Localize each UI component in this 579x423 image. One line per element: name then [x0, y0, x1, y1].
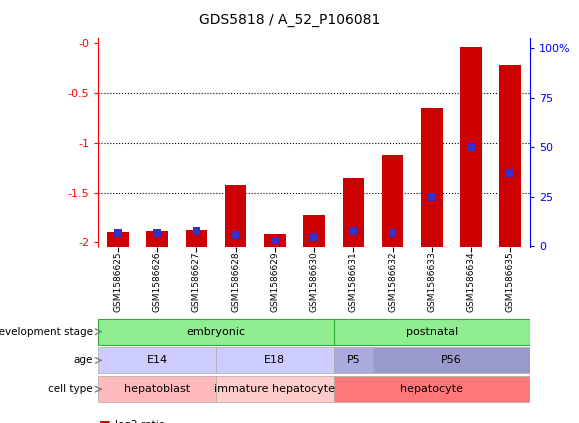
Text: GSM1586632: GSM1586632	[388, 251, 397, 312]
Text: development stage: development stage	[0, 327, 93, 337]
Bar	[98, 376, 216, 402]
Bar	[153, 228, 161, 236]
Text: age: age	[74, 355, 93, 365]
Text: postnatal: postnatal	[406, 327, 458, 337]
Bar	[98, 347, 216, 374]
Text: P56: P56	[441, 355, 461, 365]
Bar	[186, 230, 207, 247]
Text: log2 ratio: log2 ratio	[115, 420, 165, 423]
Bar	[460, 47, 482, 247]
Bar	[225, 184, 247, 247]
Bar	[264, 234, 285, 247]
Bar	[373, 347, 530, 374]
Bar	[114, 228, 122, 236]
Bar	[146, 231, 168, 247]
Text: GSM1586625: GSM1586625	[113, 251, 123, 312]
Text: E14: E14	[146, 355, 168, 365]
Text: hepatocyte: hepatocyte	[400, 384, 463, 394]
Bar	[98, 319, 334, 345]
Bar	[467, 143, 475, 151]
Bar	[271, 236, 278, 244]
Bar	[232, 231, 240, 239]
Text: ■: ■	[98, 418, 110, 423]
Bar	[216, 376, 334, 402]
Text: GSM1586627: GSM1586627	[192, 251, 201, 312]
Bar	[343, 178, 364, 247]
Text: GSM1586630: GSM1586630	[310, 251, 318, 312]
Text: immature hepatocyte: immature hepatocyte	[214, 384, 335, 394]
Text: GSM1586635: GSM1586635	[505, 251, 515, 312]
Text: GSM1586631: GSM1586631	[349, 251, 358, 312]
Text: GDS5818 / A_52_P106081: GDS5818 / A_52_P106081	[199, 13, 380, 27]
Bar	[334, 376, 530, 402]
Text: GSM1586626: GSM1586626	[153, 251, 162, 312]
Text: GSM1586633: GSM1586633	[427, 251, 436, 312]
Bar	[382, 155, 404, 247]
Text: E18: E18	[265, 355, 285, 365]
Bar	[421, 108, 442, 247]
Text: GSM1586634: GSM1586634	[467, 251, 475, 312]
Text: cell type: cell type	[48, 384, 93, 394]
Bar	[334, 347, 373, 374]
Bar	[303, 214, 325, 247]
Bar	[310, 233, 318, 241]
Text: hepatoblast: hepatoblast	[124, 384, 190, 394]
Text: GSM1586629: GSM1586629	[270, 251, 280, 312]
Bar	[193, 227, 200, 235]
Bar	[389, 228, 396, 236]
Bar	[334, 319, 530, 345]
Bar	[500, 65, 521, 247]
Bar	[350, 227, 357, 235]
Text: P5: P5	[346, 355, 360, 365]
Bar	[428, 193, 435, 201]
Text: GSM1586628: GSM1586628	[231, 251, 240, 312]
Text: embryonic: embryonic	[186, 327, 245, 337]
Bar	[107, 233, 129, 247]
Bar	[216, 347, 334, 374]
Bar	[507, 169, 514, 177]
